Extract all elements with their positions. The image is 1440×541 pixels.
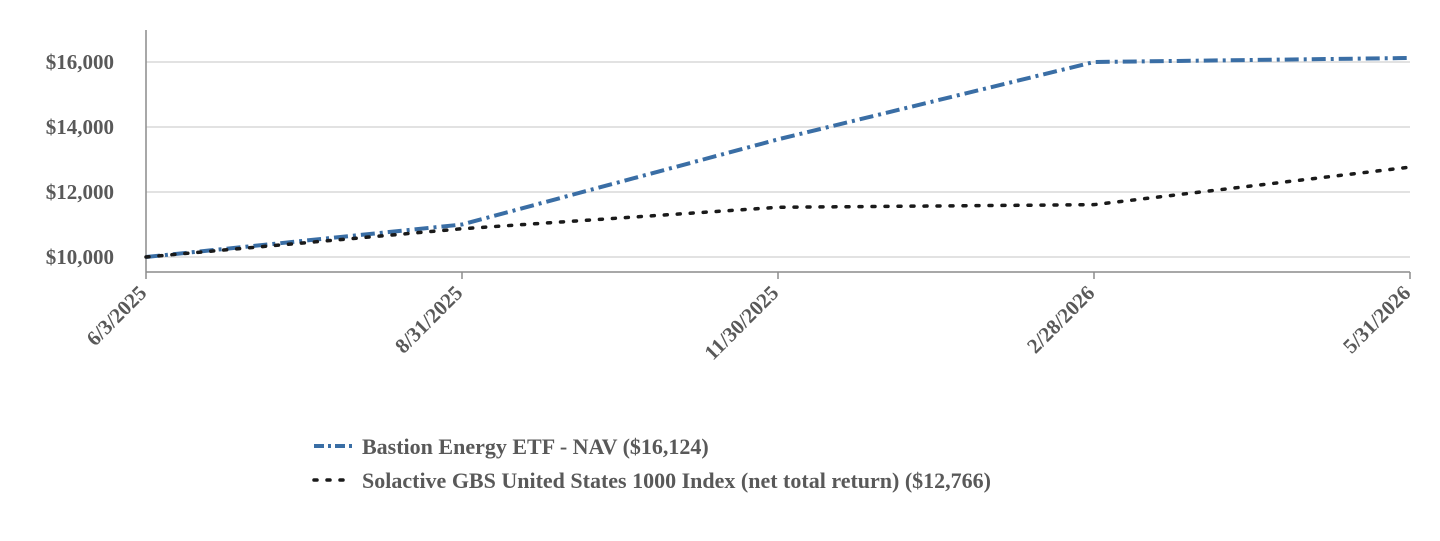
x-tick-label: 5/31/2026 bbox=[1338, 281, 1415, 358]
series-lines bbox=[144, 55, 1412, 259]
y-tick-label: $10,000 bbox=[46, 245, 114, 269]
legend-label-1: Bastion Energy ETF - NAV ($16,124) bbox=[362, 434, 709, 459]
x-tick-label: 8/31/2025 bbox=[390, 281, 467, 358]
axes: $10,000 $12,000 $14,000 $16,000 6/3/2025 8/31… bbox=[46, 30, 1415, 365]
x-tick-label: 2/28/2026 bbox=[1022, 281, 1099, 358]
x-tick-label: 11/30/2025 bbox=[699, 281, 783, 365]
series-line-2 bbox=[144, 165, 1412, 259]
legend-label-2: Solactive GBS United States 1000 Index (… bbox=[362, 468, 991, 493]
legend: Bastion Energy ETF - NAV ($16,124) Solact… bbox=[312, 434, 991, 493]
y-tick-label: $16,000 bbox=[46, 50, 114, 74]
gridlines bbox=[146, 61, 1410, 258]
x-tick-label: 6/3/2025 bbox=[82, 281, 152, 351]
y-tick-label: $14,000 bbox=[46, 115, 114, 139]
y-tick-label: $12,000 bbox=[46, 180, 114, 204]
series-line-1 bbox=[145, 55, 1411, 259]
